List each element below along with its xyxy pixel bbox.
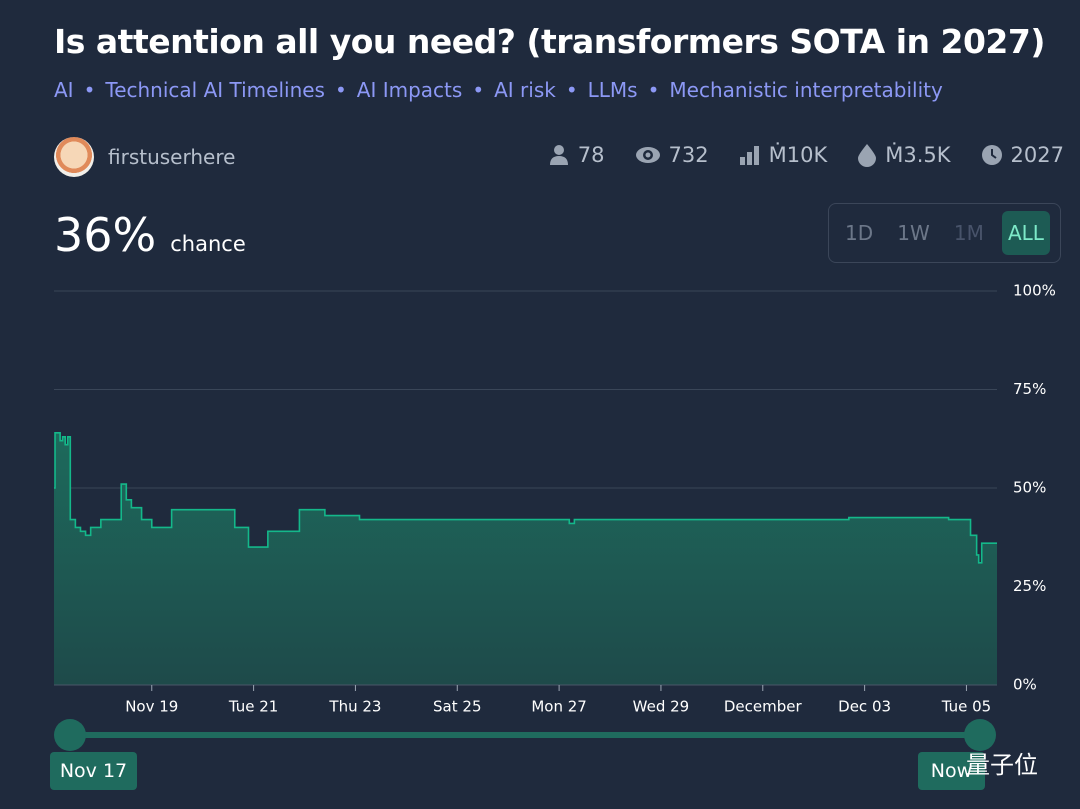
- slider-handle[interactable]: [54, 719, 86, 751]
- tag[interactable]: AI: [54, 78, 74, 102]
- probability-label: chance: [170, 232, 246, 256]
- y-tick-label: 50%: [1013, 479, 1046, 497]
- author[interactable]: firstuserhere: [54, 137, 235, 177]
- market-title: Is attention all you need? (transformers…: [54, 22, 1045, 61]
- stat-views: 732: [635, 143, 709, 167]
- author-name[interactable]: firstuserhere: [108, 145, 236, 169]
- stat-volume: Ṁ10K: [739, 143, 828, 167]
- slider-end-label: Now: [918, 752, 985, 790]
- watermark: 量子位: [966, 751, 1038, 779]
- y-tick-label: 75%: [1013, 380, 1046, 398]
- range-button[interactable]: 1W: [897, 221, 930, 245]
- slider-handle[interactable]: [964, 719, 996, 751]
- x-tick-label: Wed 29: [633, 698, 690, 716]
- x-tick-label: Tue 05: [941, 698, 991, 716]
- separator: •: [334, 78, 347, 102]
- stat-value: 2027: [1010, 143, 1064, 167]
- stat-close: 2027: [981, 143, 1064, 167]
- slider-start-label: Nov 17: [50, 752, 137, 790]
- x-tick-label: Nov 19: [125, 698, 178, 716]
- separator: •: [472, 78, 485, 102]
- stat-traders: 78: [548, 143, 605, 167]
- range-selector: 1D 1W 1M ALL: [828, 203, 1061, 263]
- area: [54, 432, 997, 685]
- separator: •: [83, 78, 96, 102]
- stat-value: Ṁ10K: [768, 143, 828, 167]
- probability: 36% chance: [54, 208, 246, 262]
- tag[interactable]: Mechanistic interpretability: [669, 78, 943, 102]
- stat-value: 732: [668, 143, 709, 167]
- range-button[interactable]: 1D: [845, 221, 874, 245]
- stat-value: Ṁ3.5K: [885, 143, 951, 167]
- range-button[interactable]: ALL: [1001, 211, 1050, 255]
- range-button[interactable]: 1M: [953, 221, 984, 245]
- x-tick-label: December: [724, 698, 803, 716]
- line: [54, 432, 997, 564]
- tag[interactable]: Technical AI Timelines: [105, 78, 325, 102]
- probability-value: 36%: [54, 208, 157, 262]
- stat-liquidity: Ṁ3.5K: [857, 143, 951, 167]
- tag[interactable]: LLMs: [587, 78, 638, 102]
- x-tick-label: Mon 27: [531, 698, 586, 716]
- x-tick-label: Dec 03: [838, 698, 891, 716]
- tag[interactable]: AI Impacts: [356, 78, 463, 102]
- stats: 78 732 Ṁ10K Ṁ3.5K 2027: [518, 143, 1064, 167]
- y-tick-label: 25%: [1013, 577, 1046, 595]
- x-tick-label: Sat 25: [433, 698, 481, 716]
- x-tick-label: Thu 23: [328, 698, 381, 716]
- avatar: [54, 137, 94, 177]
- tag-list: AI • Technical AI Timelines • AI Impacts • AI …: [54, 78, 943, 102]
- y-tick-label: 100%: [1013, 282, 1056, 300]
- stat-value: 78: [577, 143, 605, 167]
- x-tick-label: Tue 21: [228, 698, 278, 716]
- tag[interactable]: AI risk: [494, 78, 556, 102]
- separator: •: [565, 78, 578, 102]
- separator: •: [647, 78, 660, 102]
- y-tick-label: 0%: [1013, 676, 1037, 694]
- chart: 0% 25% 50% 75% 100% Nov 19 Tue 21 Thu 23 Sat 25 M…: [54, 282, 1056, 751]
